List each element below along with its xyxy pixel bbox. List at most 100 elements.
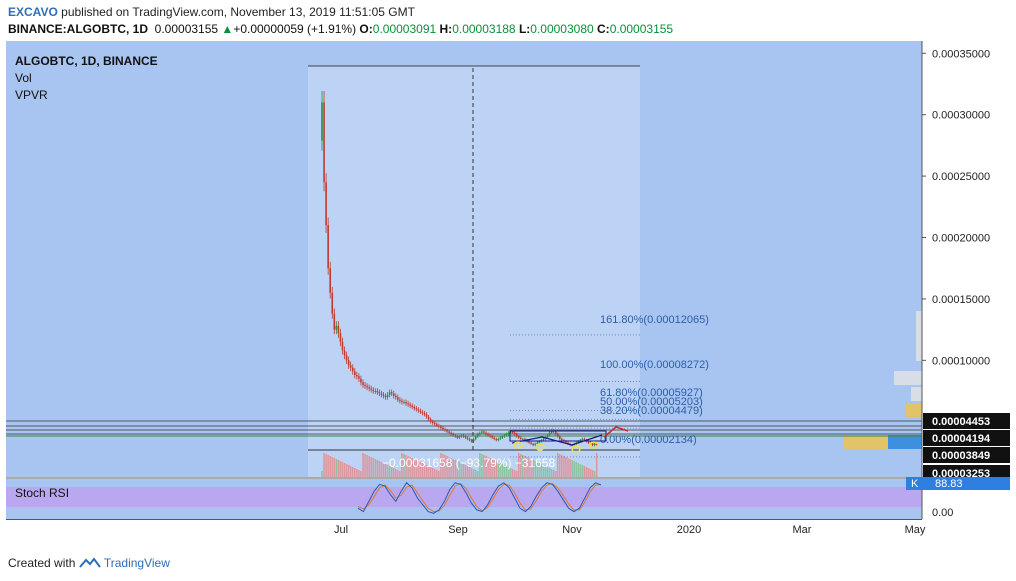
highlight-circle[interactable]: [513, 441, 523, 449]
volume-bar: [374, 459, 377, 477]
price-chart[interactable]: 161.80%(0.00012065) 100.00%(0.00008272) 61…: [6, 41, 1010, 519]
volume-bar: [485, 456, 487, 477]
publish-line: EXCAVO published on TradingView.com, Nov…: [8, 5, 415, 19]
price-change: +0.00000059 (+1.91%): [233, 22, 357, 36]
price-tick-label: 0.00020000: [932, 233, 990, 245]
volume-bar: [511, 469, 514, 477]
candle-body: [364, 384, 366, 387]
candle-body: [503, 435, 506, 437]
created-with-text: Created with: [8, 556, 76, 570]
volume-bar: [520, 454, 522, 477]
author-link[interactable]: EXCAVO: [8, 5, 58, 19]
chart-frame[interactable]: 161.80%(0.00012065) 100.00%(0.00008272) 61…: [6, 41, 1010, 519]
volume-bar: [483, 455, 485, 477]
volume-bar: [593, 471, 596, 477]
highlight-circle[interactable]: [571, 445, 581, 453]
volume-bar: [518, 453, 520, 477]
candle-body: [356, 375, 358, 377]
candle-body: [405, 402, 407, 404]
volume-bar: [503, 465, 506, 477]
volume-bar: [524, 456, 526, 477]
tradingview-link[interactable]: TradingView: [103, 556, 170, 570]
volume-bar: [351, 467, 354, 477]
trendline[interactable]: [511, 434, 603, 446]
price-tag-label: 0.00004453: [932, 416, 990, 428]
fib-level-label: 161.80%(0.00012065): [600, 314, 709, 326]
candle-body: [415, 408, 418, 410]
legend-vol[interactable]: Vol: [15, 71, 32, 85]
candle-body: [448, 431, 450, 433]
volume-bar: [589, 469, 592, 477]
candle-body: [550, 430, 553, 433]
volume-bar: [339, 461, 342, 477]
volume-bar: [442, 454, 444, 477]
time-tick-label: May: [904, 524, 926, 536]
candle-body: [368, 387, 370, 389]
candle-body: [421, 411, 424, 414]
candle-body: [427, 416, 430, 420]
legend-vpvr[interactable]: VPVR: [15, 88, 48, 102]
high-label: H:: [439, 22, 453, 36]
highlight-circle[interactable]: [535, 443, 545, 451]
volume-bar: [538, 463, 541, 477]
volume-bar: [433, 469, 436, 477]
volume-bar: [513, 470, 516, 477]
volume-bar: [364, 454, 366, 477]
candle-body: [366, 386, 368, 388]
low-label: L:: [518, 22, 531, 36]
volume-bar: [329, 456, 331, 477]
volume-bar: [337, 460, 340, 477]
candle-body: [460, 435, 463, 437]
projection-arrow[interactable]: [603, 426, 629, 438]
candle-body: [581, 438, 584, 441]
volume-bar: [468, 467, 471, 477]
candle-body: [376, 391, 379, 393]
volume-bar: [567, 458, 569, 477]
volume-bar: [349, 466, 352, 477]
candle-body: [505, 434, 508, 436]
volume-bar: [466, 466, 469, 477]
price-tag-label: 0.00003849: [932, 450, 990, 462]
volume-bar: [368, 456, 370, 477]
volume-bar: [335, 459, 338, 477]
volume-bar: [532, 460, 534, 477]
fib-level-label: 61.80%(0.00005927): [600, 387, 703, 399]
candle-body: [354, 371, 356, 376]
volume-bar: [548, 468, 551, 477]
volume-bar: [333, 458, 336, 477]
candle-body: [513, 432, 516, 435]
volume-bar: [460, 463, 463, 477]
footer: Created with TradingView: [8, 556, 170, 570]
volume-bar: [345, 464, 348, 477]
volume-bar: [407, 456, 409, 477]
candle-body: [524, 438, 526, 441]
date-range-highlight: [308, 66, 640, 477]
candle-body: [413, 406, 416, 409]
candle-body: [546, 435, 549, 438]
candle-body: [470, 440, 473, 442]
candle-body: [528, 441, 530, 443]
candle-body: [345, 355, 348, 361]
time-axis[interactable]: Jul Sep Nov 2020 Mar May: [6, 519, 925, 540]
candle-body: [438, 425, 440, 427]
volume-bar: [390, 467, 393, 477]
volume-bar: [366, 455, 368, 477]
volume-bar: [358, 470, 360, 477]
volume-bar: [536, 462, 539, 477]
candle-body: [583, 438, 586, 441]
candle-body: [333, 313, 336, 330]
volume-bar: [575, 462, 577, 477]
open-label: O:: [359, 22, 373, 36]
volume-bar: [477, 471, 479, 477]
price-tag-label: 0.00004194: [932, 433, 991, 445]
volume-bar: [554, 471, 557, 477]
volume-bar: [327, 455, 329, 477]
candle-body: [518, 436, 520, 438]
legend-stoch-rsi[interactable]: Stoch RSI: [15, 486, 69, 500]
candle-body: [466, 437, 469, 439]
stoch-axis-label: 0.00: [932, 507, 953, 519]
volume-bar: [399, 471, 401, 477]
candle-body: [397, 397, 399, 400]
highlight-circle[interactable]: [589, 441, 599, 449]
volume-bar: [417, 461, 420, 477]
